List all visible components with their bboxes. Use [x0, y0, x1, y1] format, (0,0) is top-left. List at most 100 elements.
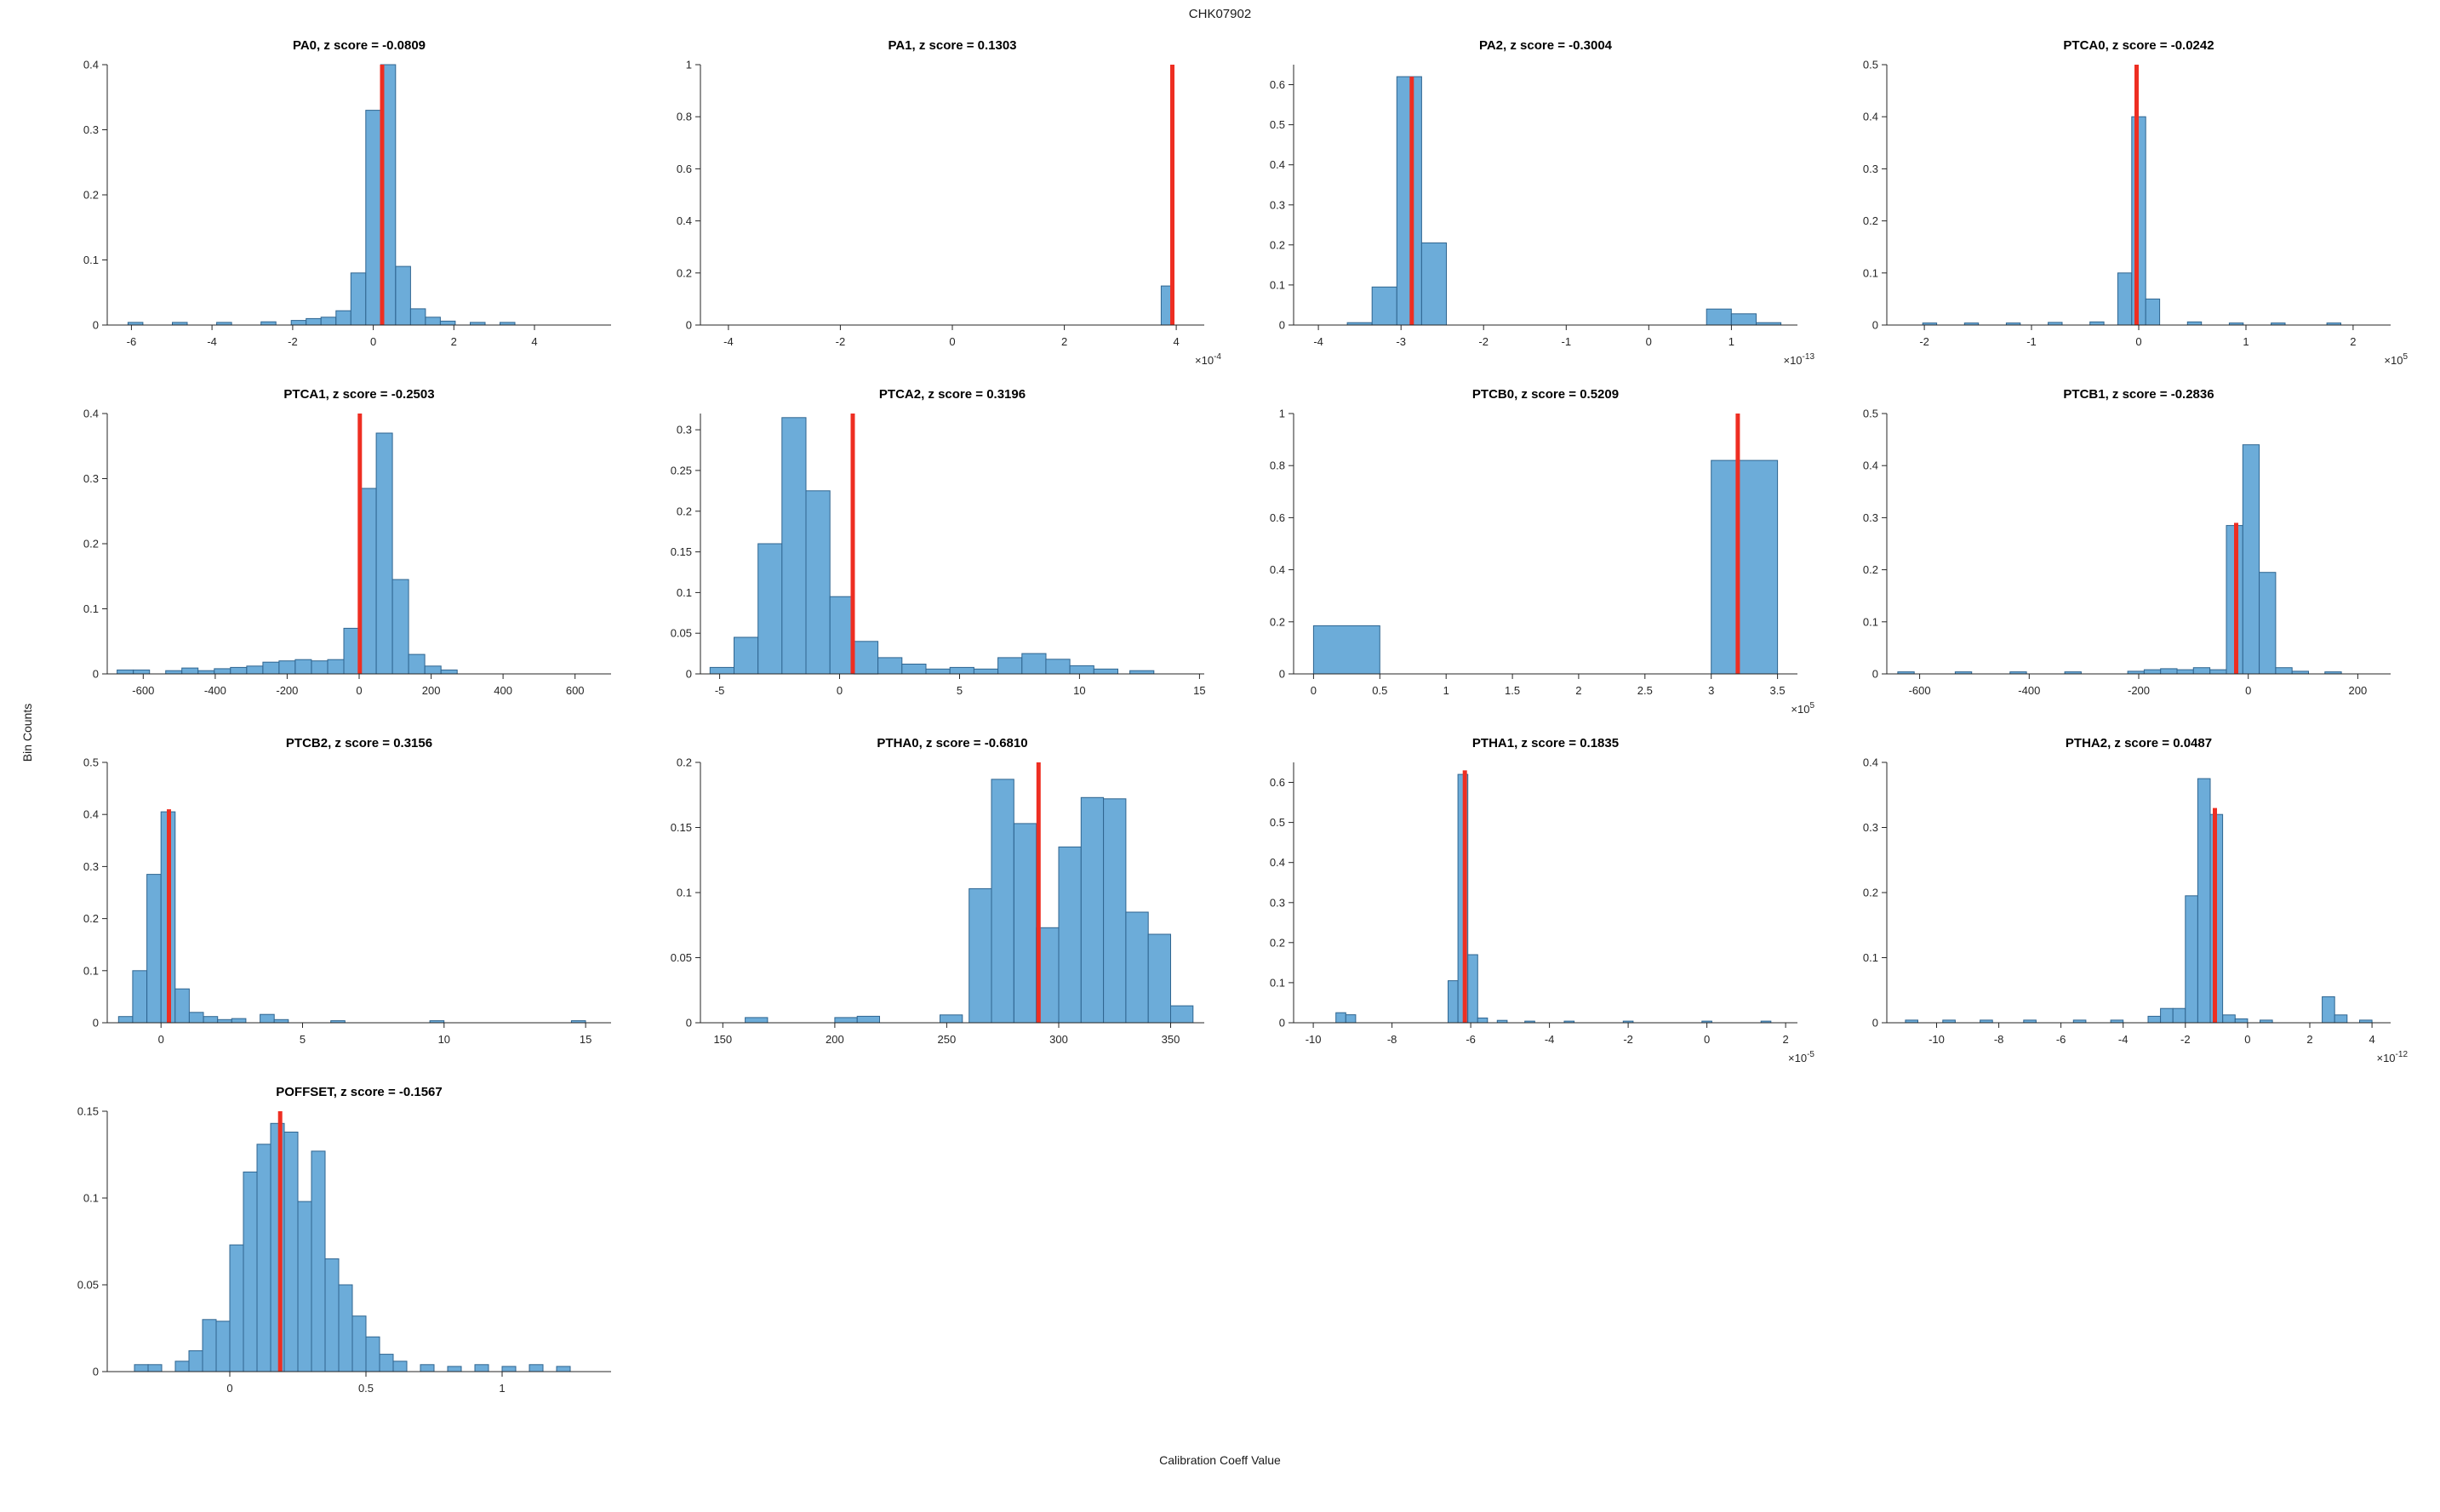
subplot-title: PTHA2, z score = 0.0487: [2066, 736, 2212, 750]
x-tick-label: 600: [566, 684, 585, 697]
x-tick-label: -200: [2128, 684, 2150, 697]
x-tick-label: 2: [1782, 1033, 1788, 1046]
x-tick-label: -2: [836, 335, 846, 348]
histogram-bar: [1312, 625, 1380, 675]
histogram-bar: [1013, 823, 1037, 1024]
histogram-bar: [391, 579, 409, 675]
x-tick-label: 2: [2306, 1033, 2312, 1046]
x-tick-label: -4: [1545, 1033, 1555, 1046]
histogram-bar: [395, 265, 411, 326]
histogram-bar: [991, 779, 1014, 1024]
x-tick-label: 200: [826, 1033, 844, 1046]
histogram-bar: [2147, 1015, 2162, 1024]
y-tick-label: 0.1: [83, 254, 99, 266]
y-tick-label: 0: [1279, 319, 1285, 332]
histogram-bar: [734, 636, 759, 675]
histogram-bar: [2275, 667, 2293, 675]
histogram-bar: [324, 1258, 340, 1372]
histogram-bar: [1129, 670, 1155, 675]
y-tick-label: 0.5: [1863, 59, 1878, 71]
y-tick-label: 1: [686, 59, 692, 71]
subplot-title: PTCA1, z score = -0.2503: [283, 387, 434, 402]
y-tick-label: 0.2: [1270, 615, 1285, 628]
subplot-PTHA1: -10 -8 -6 -4 -2 0 2 0 0.1 0.2 0.3 0.4 0.5 0.6 PTHA1, z…: [1231, 727, 1824, 1076]
histogram-bar: [1170, 1005, 1194, 1024]
histogram-bars: [745, 779, 1194, 1024]
histogram-bar: [834, 1017, 858, 1024]
x-tick-label: 4: [531, 335, 537, 348]
y-tick-label: 0: [93, 1366, 99, 1378]
histogram-bar: [117, 669, 134, 675]
y-tick-label: 0.15: [671, 545, 692, 558]
histogram-bar: [1467, 954, 1478, 1024]
histogram-bars: [1922, 116, 2341, 326]
x-tick-label: 0: [158, 1033, 164, 1046]
x-tick-label: 15: [580, 1033, 591, 1046]
y-tick-label: 0.5: [1863, 408, 1878, 420]
x-tick-label: -4: [723, 335, 734, 348]
histogram-bar: [260, 1013, 275, 1024]
histogram-bar: [297, 1201, 312, 1372]
histogram-bars: [1346, 76, 1782, 326]
subplot-title: PTCA2, z score = 0.3196: [879, 387, 1026, 402]
y-tick-label: 0.15: [671, 821, 692, 834]
histogram-bar: [338, 1284, 353, 1372]
x-tick-label: -6: [127, 335, 137, 348]
histogram-bars: [1335, 773, 1772, 1024]
y-tick-label: 0.4: [83, 808, 99, 821]
y-tick-label: 1: [1279, 408, 1285, 420]
histogram-bar: [2089, 321, 2105, 326]
y-tick-label: 0.2: [1863, 214, 1878, 227]
y-tick-label: 0.8: [1270, 459, 1285, 472]
histogram-bar: [311, 1150, 326, 1372]
y-tick-label: 0: [1279, 668, 1285, 681]
y-tick-label: 0: [686, 1017, 692, 1030]
histogram-bar: [1045, 659, 1071, 675]
x-tick-label: -600: [1909, 684, 1931, 697]
histogram-bar: [425, 317, 441, 326]
x-tick-label: 0.5: [358, 1382, 374, 1395]
histogram-bar: [2186, 321, 2203, 326]
histogram-bar: [940, 1014, 963, 1024]
x-tick-label: 0: [226, 1382, 232, 1395]
axes: [695, 414, 1204, 679]
x-tick-label: 5: [300, 1033, 306, 1046]
histogram-bar: [165, 670, 183, 675]
y-tick-label: 0.05: [671, 627, 692, 640]
histogram-bar: [365, 110, 381, 326]
x-tick-label: 0: [1704, 1033, 1710, 1046]
y-tick-label: 0.4: [1270, 563, 1285, 576]
y-tick-label: 0.15: [77, 1105, 99, 1118]
x-tick-label: -1: [2026, 335, 2037, 348]
y-tick-label: 0: [1279, 1017, 1285, 1030]
histogram-bars: [709, 417, 1155, 675]
y-tick-label: 0.5: [1270, 118, 1285, 131]
histogram-bar: [2117, 272, 2133, 326]
histogram-bar: [439, 320, 456, 326]
subplot-title: PTHA1, z score = 0.1835: [1472, 736, 1619, 750]
histogram-bar: [1420, 242, 1447, 326]
subplot-PA1: -4 -2 0 2 4 0 0.2 0.4 0.6 0.8 1 PA1, z score = 0.13…: [637, 29, 1231, 378]
subplot-grid: -6 -4 -2 0 2 4 0 0.1 0.2 0.3 0.4 PA0, z score = -0.…: [44, 29, 2440, 1424]
axes: [102, 762, 611, 1028]
histogram-bar: [273, 1018, 289, 1024]
y-tick-label: 0.2: [1270, 936, 1285, 949]
y-tick-label: 0.1: [677, 586, 692, 599]
histogram-bar: [283, 1132, 299, 1372]
histogram-bar: [856, 1015, 881, 1024]
y-tick-label: 0.1: [83, 602, 99, 615]
histogram-bar: [350, 272, 367, 326]
histogram-bar: [1335, 1012, 1346, 1024]
subplot-title: PA0, z score = -0.0809: [293, 38, 426, 53]
x-tick-label: 0: [2135, 335, 2141, 348]
histogram-bar: [327, 659, 345, 675]
histogram-bar: [1711, 459, 1779, 675]
x-tick-label: 4: [2369, 1033, 2374, 1046]
histogram-bar: [203, 1016, 219, 1024]
y-tick-label: 0.05: [671, 951, 692, 964]
y-tick-label: 0.2: [1270, 238, 1285, 251]
y-tick-label: 0.2: [677, 756, 692, 769]
histogram-bar: [230, 666, 248, 675]
subplot-PTCB2: 0 5 10 15 0 0.1 0.2 0.3 0.4 0.5 PTCB2, z score = 0…: [44, 727, 637, 1076]
histogram-bar: [359, 488, 377, 675]
